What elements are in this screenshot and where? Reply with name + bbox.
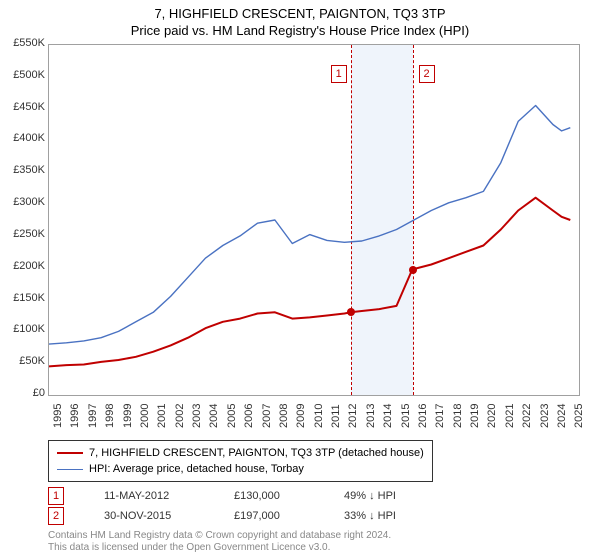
y-tick-label: £550K bbox=[1, 37, 45, 49]
x-tick-label: 2016 bbox=[417, 404, 429, 428]
legend-item: HPI: Average price, detached house, Torb… bbox=[57, 461, 424, 477]
x-tick-label: 2009 bbox=[295, 404, 307, 428]
x-tick-label: 1999 bbox=[122, 404, 134, 428]
event-number-box: 2 bbox=[48, 507, 64, 525]
x-tick-label: 2013 bbox=[365, 404, 377, 428]
event-date: 11-MAY-2012 bbox=[104, 490, 224, 502]
x-tick-label: 1997 bbox=[87, 404, 99, 428]
x-tick-label: 2010 bbox=[313, 404, 325, 428]
sale-marker-dot bbox=[409, 266, 417, 274]
x-tick-label: 2005 bbox=[226, 404, 238, 428]
y-tick-label: £50K bbox=[1, 355, 45, 367]
x-tick-label: 2002 bbox=[174, 404, 186, 428]
y-tick-label: £300K bbox=[1, 196, 45, 208]
chart-title-line2: Price paid vs. HM Land Registry's House … bbox=[0, 23, 600, 38]
x-tick-label: 2006 bbox=[243, 404, 255, 428]
event-number-box: 1 bbox=[48, 487, 64, 505]
x-tick-label: 1998 bbox=[104, 404, 116, 428]
footnote-line2: This data is licensed under the Open Gov… bbox=[48, 542, 391, 554]
x-tick-label: 2022 bbox=[521, 404, 533, 428]
x-tick-label: 1996 bbox=[69, 404, 81, 428]
footnote-line1: Contains HM Land Registry data © Crown c… bbox=[48, 530, 391, 542]
chart-title-block: 7, HIGHFIELD CRESCENT, PAIGNTON, TQ3 3TP… bbox=[0, 0, 600, 38]
y-tick-label: £150K bbox=[1, 292, 45, 304]
x-tick-label: 2021 bbox=[504, 404, 516, 428]
events-table: 1 11-MAY-2012 £130,000 49% ↓ HPI 2 30-NO… bbox=[48, 486, 578, 526]
event-hpi: 33% ↓ HPI bbox=[344, 510, 464, 522]
x-tick-label: 2025 bbox=[573, 404, 585, 428]
y-tick-label: £250K bbox=[1, 228, 45, 240]
event-date: 30-NOV-2015 bbox=[104, 510, 224, 522]
series-price_paid bbox=[49, 198, 570, 367]
legend-swatch bbox=[57, 452, 83, 454]
chart-lines-svg bbox=[49, 45, 579, 395]
chart-plot-area: 12 bbox=[48, 44, 580, 396]
x-tick-label: 2024 bbox=[556, 404, 568, 428]
legend-label: 7, HIGHFIELD CRESCENT, PAIGNTON, TQ3 3TP… bbox=[89, 445, 424, 461]
x-tick-label: 2011 bbox=[330, 404, 342, 428]
event-row: 1 11-MAY-2012 £130,000 49% ↓ HPI bbox=[48, 486, 578, 506]
x-tick-label: 2008 bbox=[278, 404, 290, 428]
legend: 7, HIGHFIELD CRESCENT, PAIGNTON, TQ3 3TP… bbox=[48, 440, 433, 482]
x-tick-label: 2007 bbox=[261, 404, 273, 428]
x-tick-label: 2023 bbox=[539, 404, 551, 428]
y-tick-label: £100K bbox=[1, 323, 45, 335]
x-tick-label: 2017 bbox=[434, 404, 446, 428]
footnote: Contains HM Land Registry data © Crown c… bbox=[48, 530, 391, 554]
x-tick-label: 2015 bbox=[400, 404, 412, 428]
x-tick-label: 2004 bbox=[208, 404, 220, 428]
x-tick-label: 2020 bbox=[486, 404, 498, 428]
y-tick-label: £400K bbox=[1, 132, 45, 144]
x-tick-label: 2014 bbox=[382, 404, 394, 428]
y-tick-label: £500K bbox=[1, 69, 45, 81]
legend-label: HPI: Average price, detached house, Torb… bbox=[89, 461, 304, 477]
event-row: 2 30-NOV-2015 £197,000 33% ↓ HPI bbox=[48, 506, 578, 526]
x-tick-label: 2000 bbox=[139, 404, 151, 428]
x-tick-label: 2019 bbox=[469, 404, 481, 428]
x-tick-label: 1995 bbox=[52, 404, 64, 428]
y-tick-label: £350K bbox=[1, 164, 45, 176]
y-tick-label: £450K bbox=[1, 101, 45, 113]
x-tick-label: 2003 bbox=[191, 404, 203, 428]
x-tick-label: 2012 bbox=[347, 404, 359, 428]
x-tick-label: 2018 bbox=[452, 404, 464, 428]
legend-item: 7, HIGHFIELD CRESCENT, PAIGNTON, TQ3 3TP… bbox=[57, 445, 424, 461]
legend-swatch bbox=[57, 469, 83, 470]
y-tick-label: £200K bbox=[1, 260, 45, 272]
sale-marker-dot bbox=[347, 308, 355, 316]
y-tick-label: £0 bbox=[1, 387, 45, 399]
event-price: £130,000 bbox=[234, 490, 334, 502]
chart-title-line1: 7, HIGHFIELD CRESCENT, PAIGNTON, TQ3 3TP bbox=[0, 6, 600, 21]
event-price: £197,000 bbox=[234, 510, 334, 522]
x-tick-label: 2001 bbox=[156, 404, 168, 428]
event-hpi: 49% ↓ HPI bbox=[344, 490, 464, 502]
series-hpi bbox=[49, 106, 570, 345]
